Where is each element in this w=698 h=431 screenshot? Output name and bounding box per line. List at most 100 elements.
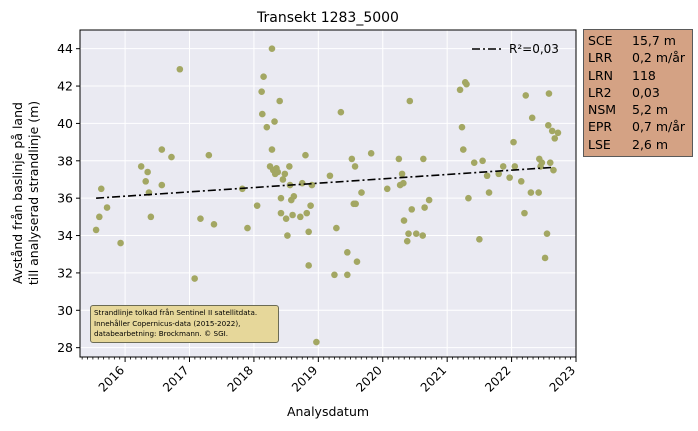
data-point [137,163,145,170]
data-point [479,157,486,165]
data-point [476,235,483,243]
x-axis-label: Analysdatum [287,404,369,419]
data-point [358,189,365,196]
data-point [383,185,391,193]
data-point [554,129,562,137]
data-point [546,159,554,166]
y-tick-label: 28 [57,340,73,355]
data-point [463,80,470,88]
trend-line [96,166,554,199]
data-point [176,65,184,73]
data-point [210,221,218,228]
data-point [277,209,285,217]
data-point [421,204,428,211]
y-tick-label: 38 [57,153,73,168]
data-point [274,168,282,176]
data-point [408,206,416,213]
data-point [302,151,309,159]
data-point [276,97,283,105]
data-point [268,146,276,153]
data-point [538,159,546,166]
x-tick-label: 2020 [353,363,384,394]
data-point [326,172,334,180]
data-point [483,172,491,180]
data-points [92,45,562,346]
data-point [313,338,320,346]
data-point [465,194,472,202]
data-point [353,258,361,266]
data-point [158,181,166,189]
stat-value: 0,03 [632,84,660,100]
data-point [258,110,266,118]
y-tick-label: 32 [57,265,73,280]
stat-key: EPR [588,119,613,135]
data-point [303,209,311,217]
data-point [337,108,345,116]
data-point [551,135,559,142]
stat-row-sce: SCE 15,7 m [588,32,688,49]
data-point [535,189,542,196]
data-point [528,114,536,122]
stat-value: 118 [632,67,656,83]
stat-key: LSE [588,136,611,152]
stat-row-lrr: LRR 0,2 m/år [588,49,688,66]
data-point [298,179,306,187]
x-tick-label: 2023 [547,363,578,394]
data-point [506,174,513,181]
data-point [521,209,528,217]
data-point [550,166,557,174]
data-point [470,159,478,166]
x-tick-label: 2022 [482,363,513,394]
data-point [344,249,351,256]
data-point [352,200,359,208]
data-point [92,226,100,234]
data-point [367,150,375,157]
y-tick-label: 40 [57,116,73,131]
legend-label: R²=0,03 [509,42,559,56]
x-tick-label: 2021 [418,363,449,394]
y-axis-ticks: 28 30 32 34 36 38 40 42 44 [57,41,80,355]
data-point [398,170,406,178]
data-point [331,271,338,279]
stat-row-epr: EPR 0,7 m/år [588,118,688,135]
y-axis-label-line1: Avstånd från baslinje på land [10,102,25,284]
data-point [268,45,276,52]
stat-key: NSM [588,102,617,118]
data-point [344,271,351,279]
stat-key: LR2 [588,84,612,100]
stat-row-lrn: LRN 118 [588,67,688,84]
data-point [406,97,414,105]
y-tick-label: 30 [57,303,73,318]
data-point [168,153,175,161]
chart-title: Transekt 1283_5000 [256,10,399,26]
data-point [284,232,291,239]
stat-key: SCE [588,33,613,48]
stat-value: 2,6 m [632,136,669,152]
data-point [510,138,517,146]
data-point [205,151,213,159]
data-point [258,88,265,95]
y-tick-label: 34 [57,228,73,243]
data-point [527,189,535,196]
data-point [277,194,285,202]
grid-lines [80,30,577,357]
x-tick-label: 2017 [160,363,191,394]
y-axis-label-line2: till analyserad strandlinje (m) [26,101,41,285]
stat-value: 15,7 m [632,33,676,48]
data-point [511,163,519,170]
data-point [412,230,420,237]
data-point [548,127,556,135]
data-point [545,90,553,97]
data-point [282,215,290,223]
data-point [400,179,407,187]
data-point [459,146,467,153]
data-point [260,73,267,81]
data-point [403,237,411,245]
stat-value: 5,2 m [632,102,669,118]
data-point [405,230,412,237]
data-point [333,224,340,232]
y-tick-label: 44 [57,41,73,56]
data-point [144,168,151,176]
data-point [458,123,466,131]
data-point [495,170,503,178]
